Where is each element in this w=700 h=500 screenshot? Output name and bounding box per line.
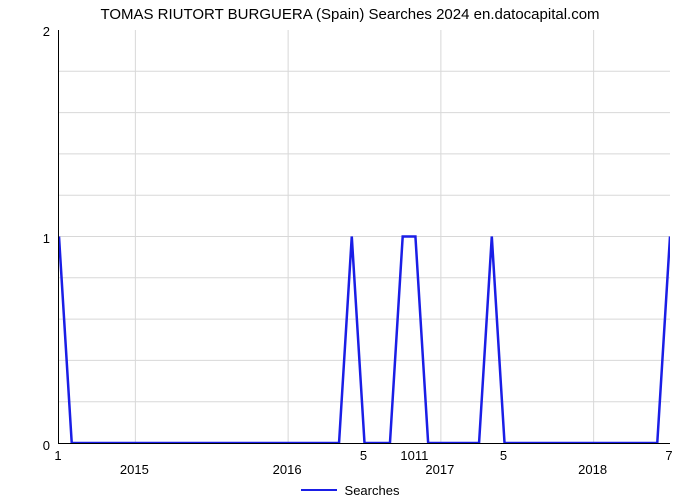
x-tick-end: 7 (665, 448, 672, 463)
x-year-2016: 2016 (273, 462, 302, 477)
plot-area (58, 30, 670, 444)
legend-label: Searches (345, 483, 400, 498)
chart-svg (59, 30, 670, 443)
y-tick-1: 1 (10, 231, 50, 246)
x-year-2015: 2015 (120, 462, 149, 477)
chart-container: TOMAS RIUTORT BURGUERA (Spain) Searches … (0, 0, 700, 500)
chart-title: TOMAS RIUTORT BURGUERA (Spain) Searches … (0, 6, 700, 23)
x-year-2018: 2018 (578, 462, 607, 477)
y-tick-2: 2 (10, 24, 50, 39)
x-tick-5a: 5 (360, 448, 367, 463)
x-tick-1011: 1011 (400, 448, 428, 463)
x-tick-start: 1 (54, 448, 61, 463)
x-tick-5b: 5 (500, 448, 507, 463)
x-year-2017: 2017 (425, 462, 454, 477)
legend-swatch (301, 489, 337, 491)
y-tick-0: 0 (10, 438, 50, 453)
legend: Searches (0, 478, 700, 498)
